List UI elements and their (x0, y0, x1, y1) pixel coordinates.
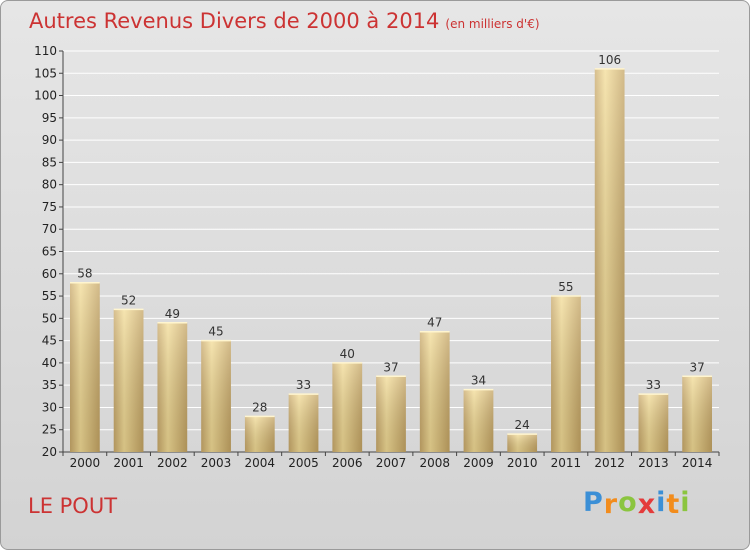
y-tick-label: 105 (34, 66, 57, 80)
bar-shade (638, 394, 669, 452)
y-tick-label: 40 (42, 356, 57, 370)
bar-shade (507, 434, 538, 452)
y-tick-label: 80 (42, 178, 57, 192)
y-tick-label: 75 (42, 200, 57, 214)
value-label: 24 (515, 418, 530, 432)
bar-shade (419, 331, 450, 452)
bar-shade (157, 322, 188, 452)
value-labels: 58 52 49 45 28 33 40 37 47 34 24 55 106 33 37 (77, 53, 705, 432)
logo-letter: P (583, 487, 604, 518)
logo-letter: t (666, 489, 681, 520)
value-label: 28 (252, 400, 267, 414)
y-tick-label: 90 (42, 133, 57, 147)
y-tick-label: 100 (34, 89, 57, 103)
logo-letter: r (603, 489, 619, 520)
x-tick-label: 2014 (682, 456, 713, 470)
bar-shade (244, 416, 275, 452)
y-tick-label: 85 (42, 155, 57, 169)
x-tick-label: 2012 (594, 456, 625, 470)
chart-subtitle: (en milliers d'€) (445, 17, 540, 31)
x-tick-label: 2009 (463, 456, 494, 470)
y-tick-label: 110 (34, 44, 57, 58)
value-label: 34 (471, 374, 486, 388)
logo-letter: x (637, 489, 657, 520)
x-tick-label: 2013 (638, 456, 669, 470)
bar-shade (288, 394, 319, 452)
value-label: 40 (340, 347, 355, 361)
y-tick-label: 65 (42, 245, 57, 259)
bar-shade (332, 362, 363, 452)
chart-title-text: Autres Revenus Divers de 2000 à 2014 (29, 9, 440, 33)
y-tick-label: 20 (42, 445, 57, 459)
x-tick-label: 2010 (507, 456, 538, 470)
y-tick-label: 45 (42, 334, 57, 348)
x-tick-label: 2005 (288, 456, 319, 470)
y-tick-label: 55 (42, 289, 57, 303)
y-tick-label: 70 (42, 222, 57, 236)
bar-shade (201, 340, 231, 452)
x-tick-label: 2003 (201, 456, 232, 470)
value-label: 37 (383, 360, 398, 374)
value-label: 33 (646, 378, 661, 392)
x-tick-label: 2000 (70, 456, 101, 470)
value-label: 49 (165, 307, 180, 321)
value-label: 52 (121, 293, 136, 307)
bar-shade (69, 282, 100, 452)
location-label: LE POUT (28, 494, 118, 518)
logo-letter: i (680, 487, 691, 518)
y-tick-label: 35 (42, 378, 57, 392)
y-tick-label: 60 (42, 267, 57, 281)
bar-shade (376, 376, 406, 452)
chart-title: Autres Revenus Divers de 2000 à 2014 (en … (29, 9, 540, 33)
x-tick-label: 2004 (245, 456, 276, 470)
x-tick-label: 2006 (332, 456, 363, 470)
bar-shade (551, 296, 581, 452)
bar-shade (682, 376, 713, 452)
y-tick-label: 30 (42, 400, 57, 414)
x-tick-label: 2007 (376, 456, 407, 470)
value-label: 106 (598, 53, 621, 67)
value-label: 45 (208, 325, 223, 339)
bars (69, 68, 713, 453)
value-label: 58 (77, 267, 92, 281)
x-tick-label: 2011 (551, 456, 582, 470)
bar-shade (113, 309, 144, 452)
bar-shade (594, 68, 625, 453)
x-tick-labels: 2000 2001 2002 2003 2004 2005 2006 2007 2008 2009… (70, 456, 713, 470)
x-tick-label: 2001 (113, 456, 144, 470)
proxiti-logo: Proxiti (583, 487, 691, 520)
value-label: 55 (558, 280, 573, 294)
x-tick-label: 2008 (419, 456, 450, 470)
y-tick-label: 25 (42, 423, 57, 437)
y-tick-label: 50 (42, 311, 57, 325)
value-label: 33 (296, 378, 311, 392)
logo-letter: i (656, 487, 667, 518)
bar-shade (463, 389, 494, 452)
value-label: 47 (427, 316, 442, 330)
y-tick-label: 95 (42, 111, 57, 125)
x-tick-label: 2002 (157, 456, 188, 470)
value-label: 37 (689, 360, 704, 374)
logo-letter: o (618, 487, 638, 518)
y-tick-labels: 20 25 30 35 40 45 50 55 60 65 70 75 80 85 90 95 100 105 11… (34, 44, 57, 459)
